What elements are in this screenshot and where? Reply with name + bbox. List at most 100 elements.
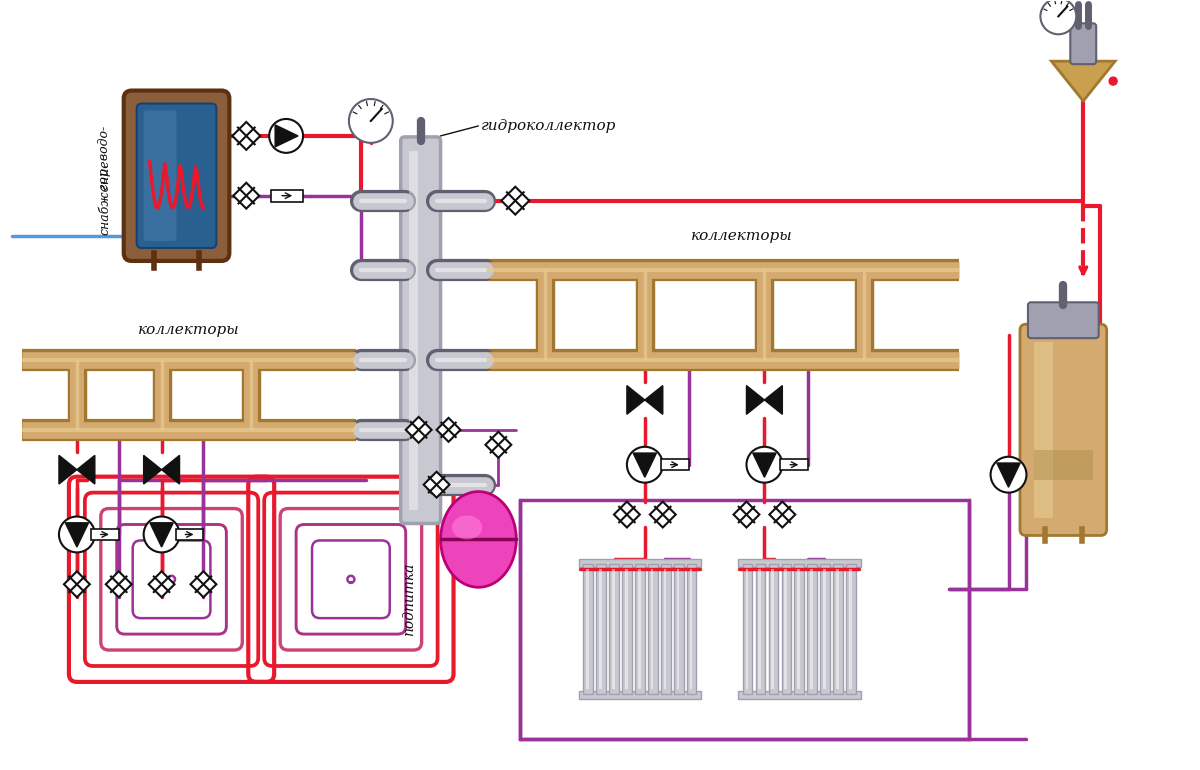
Bar: [625, 569, 628, 689]
Text: гор. водо-: гор. водо-: [98, 126, 112, 190]
Bar: [810, 569, 812, 689]
Bar: [821, 564, 830, 694]
Circle shape: [1109, 77, 1117, 85]
Bar: [686, 564, 696, 694]
FancyBboxPatch shape: [137, 103, 216, 248]
Polygon shape: [65, 523, 89, 547]
Polygon shape: [162, 455, 180, 484]
Polygon shape: [733, 501, 760, 527]
Polygon shape: [59, 455, 77, 484]
Text: коллекторы: коллекторы: [691, 229, 793, 243]
Bar: [738, 559, 860, 567]
Bar: [622, 564, 631, 694]
Bar: [743, 564, 752, 694]
Text: подпитка: подпитка: [402, 563, 415, 636]
Circle shape: [269, 119, 304, 152]
Bar: [661, 564, 671, 694]
Polygon shape: [191, 571, 216, 598]
Bar: [583, 564, 593, 694]
Polygon shape: [644, 386, 662, 414]
Polygon shape: [997, 463, 1020, 487]
Bar: [823, 569, 826, 689]
Polygon shape: [764, 386, 782, 414]
Text: гидроколлектор: гидроколлектор: [480, 119, 616, 133]
Circle shape: [990, 457, 1026, 493]
Bar: [785, 569, 787, 689]
Bar: [91, 529, 119, 540]
Polygon shape: [77, 455, 95, 484]
Bar: [599, 569, 601, 689]
Polygon shape: [634, 453, 656, 477]
Circle shape: [746, 447, 782, 483]
Text: коллекторы: коллекторы: [138, 323, 239, 337]
Bar: [596, 564, 606, 694]
Polygon shape: [406, 417, 432, 443]
Circle shape: [59, 517, 95, 552]
Text: снабжение: снабжение: [98, 160, 112, 236]
Bar: [578, 559, 701, 567]
Bar: [674, 564, 684, 694]
Bar: [756, 564, 766, 694]
Ellipse shape: [452, 516, 482, 540]
Polygon shape: [275, 125, 298, 147]
Bar: [1034, 450, 1093, 480]
Circle shape: [144, 517, 180, 552]
Bar: [758, 569, 761, 689]
FancyBboxPatch shape: [1020, 324, 1106, 535]
Polygon shape: [233, 122, 260, 150]
Bar: [664, 569, 666, 689]
Bar: [772, 569, 774, 689]
Polygon shape: [502, 186, 529, 215]
Polygon shape: [650, 501, 676, 527]
Polygon shape: [614, 501, 640, 527]
FancyBboxPatch shape: [1070, 23, 1097, 64]
Bar: [768, 564, 778, 694]
Bar: [846, 564, 856, 694]
Polygon shape: [106, 571, 132, 598]
Polygon shape: [1051, 61, 1115, 101]
FancyBboxPatch shape: [124, 91, 229, 261]
Bar: [690, 569, 692, 689]
Circle shape: [1040, 0, 1076, 35]
Bar: [409, 151, 419, 510]
Polygon shape: [752, 453, 776, 477]
Polygon shape: [144, 455, 162, 484]
Bar: [612, 569, 614, 689]
Bar: [661, 459, 689, 470]
Bar: [648, 564, 658, 694]
Bar: [780, 459, 809, 470]
Polygon shape: [437, 418, 461, 442]
Bar: [521, 500, 968, 738]
Bar: [833, 564, 842, 694]
FancyBboxPatch shape: [144, 110, 176, 241]
Bar: [781, 564, 791, 694]
Bar: [745, 569, 748, 689]
Polygon shape: [64, 571, 90, 598]
Polygon shape: [233, 182, 259, 209]
Polygon shape: [486, 432, 511, 457]
Bar: [638, 569, 641, 689]
Circle shape: [626, 447, 662, 483]
Bar: [635, 564, 644, 694]
Bar: [1034, 342, 1052, 517]
Bar: [677, 569, 679, 689]
Bar: [586, 569, 589, 689]
Bar: [271, 189, 304, 202]
Bar: [797, 569, 800, 689]
FancyBboxPatch shape: [1028, 303, 1099, 338]
Bar: [650, 569, 654, 689]
Bar: [836, 569, 839, 689]
FancyBboxPatch shape: [401, 137, 440, 524]
Circle shape: [349, 99, 392, 143]
Bar: [578, 691, 701, 699]
Polygon shape: [150, 523, 173, 547]
Bar: [610, 564, 619, 694]
Polygon shape: [769, 501, 796, 527]
Bar: [794, 564, 804, 694]
Bar: [808, 564, 817, 694]
Polygon shape: [746, 386, 764, 414]
Bar: [175, 529, 204, 540]
Bar: [850, 569, 852, 689]
Polygon shape: [149, 571, 174, 598]
Polygon shape: [626, 386, 644, 414]
